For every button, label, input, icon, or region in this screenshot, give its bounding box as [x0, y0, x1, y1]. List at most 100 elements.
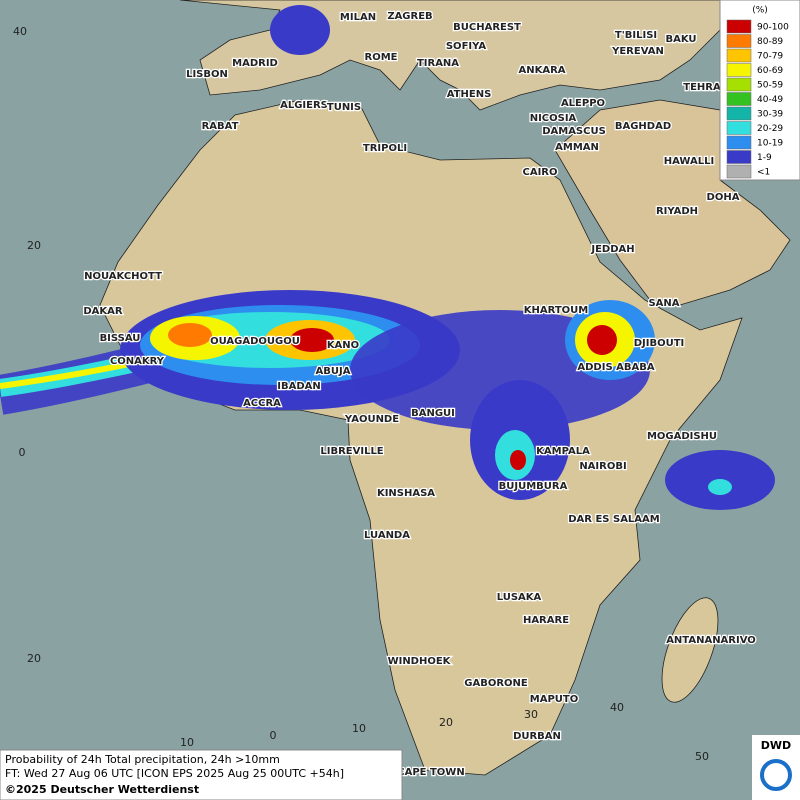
longitude-label: 40 [610, 701, 624, 714]
precip-area [168, 323, 212, 347]
legend-label: <1 [757, 168, 770, 178]
city-label: DOHA [707, 192, 740, 203]
logo-icon [760, 759, 792, 791]
legend-swatch [726, 19, 752, 34]
legend-label: 30-39 [757, 110, 783, 120]
city-label: DAMASCUS [542, 126, 606, 137]
footer-box [0, 749, 403, 800]
city-label: DJIBOUTI [634, 338, 685, 349]
city-label: BUJUMBURA [499, 481, 568, 492]
city-label: KHARTOUM [524, 305, 589, 316]
footer-line: ©2025 Deutscher Wetterdienst [5, 783, 199, 796]
legend-swatch [726, 121, 752, 135]
city-label: BAGHDAD [615, 121, 671, 132]
legend-swatch [726, 77, 752, 92]
city-label: MAPUTO [530, 694, 578, 705]
arabia [554, 99, 791, 306]
city-label: ABUJA [316, 366, 351, 377]
city-label: ACCRA [243, 398, 281, 409]
city-label: JEDDAH [590, 244, 634, 255]
city-label: BISSAU [100, 333, 141, 344]
legend-swatch [726, 48, 752, 63]
legend-swatch [726, 135, 752, 150]
legend-label: 20-29 [757, 124, 783, 134]
city-label: OUAGADOUGOU [210, 336, 300, 347]
city-label: BUCHAREST [453, 22, 521, 33]
legend-swatch [726, 63, 752, 77]
city-label: KANO [327, 340, 359, 351]
city-label: HARARE [523, 615, 569, 626]
longitude-label: 50 [695, 750, 709, 763]
city-label: BANGUI [411, 408, 455, 419]
city-label: CAPE TOWN [397, 767, 464, 778]
legend-label: 80-89 [757, 37, 783, 47]
city-label: ANTANANARIVO [666, 635, 756, 646]
legend-swatch [726, 150, 752, 164]
legend-label: 50-59 [757, 81, 783, 91]
city-label: MILAN [340, 12, 376, 23]
city-label: YEREVAN [611, 46, 664, 57]
precip-area [270, 5, 330, 55]
footer-line: Probability of 24h Total precipitation, … [5, 753, 280, 766]
city-label: ANKARA [518, 65, 565, 76]
legend-swatch [726, 92, 752, 106]
city-label: HAWALLI [664, 156, 714, 167]
city-label: BAKU [665, 34, 696, 45]
city-label: ADDIS ABABA [577, 362, 654, 373]
city-label: AMMAN [555, 142, 599, 153]
city-label: T'BILISI [615, 30, 657, 41]
precip-area [290, 328, 334, 352]
city-label: LUANDA [364, 530, 410, 541]
city-label: KINSHASA [377, 488, 435, 499]
city-label: KAMPALA [536, 446, 590, 457]
city-label: RIYADH [656, 206, 698, 217]
longitude-label: 20 [439, 716, 453, 729]
legend-swatch [726, 34, 752, 48]
city-label: TRIPOLI [363, 143, 407, 154]
legend-swatch [726, 106, 752, 121]
logo-text: DWD [761, 739, 791, 752]
precip-area [510, 450, 526, 470]
footer-line: FT: Wed 27 Aug 06 UTC [ICON EPS 2025 Aug… [5, 767, 344, 780]
latitude-label: 20 [27, 652, 41, 665]
city-label: ZAGREB [387, 11, 432, 22]
longitude-label: 10 [180, 736, 194, 749]
latitude-label: 20 [27, 239, 41, 252]
city-label: RABAT [202, 121, 239, 132]
legend-label: 1-9 [757, 153, 772, 163]
city-label: LIBREVILLE [320, 446, 383, 457]
city-label: ATHENS [447, 89, 492, 100]
city-label: DAR ES SALAAM [568, 514, 660, 525]
legend-label: 40-49 [757, 95, 783, 105]
city-label: NAIROBI [579, 461, 626, 472]
legend-unit: (%) [752, 6, 768, 16]
city-label: YAOUNDE [344, 414, 399, 425]
city-label: ALGIERS [280, 100, 328, 111]
city-label: ROME [365, 52, 398, 63]
legend-label: 10-19 [757, 139, 783, 149]
precip-area [587, 325, 617, 355]
latitude-label: 40 [13, 25, 27, 38]
city-label: NICOSIA [530, 113, 577, 124]
precip-area [708, 479, 732, 495]
legend-label: 60-69 [757, 66, 783, 76]
city-label: LUSAKA [497, 592, 542, 603]
city-label: SANA [648, 298, 679, 309]
madagascar [661, 597, 719, 703]
city-label: MADRID [232, 58, 278, 69]
city-label: TIRANA [417, 58, 459, 69]
labels: MILAN ZAGREB BUCHAREST SOFIYA ROME TIRANA MADR… [13, 10, 757, 780]
city-label: TUNIS [327, 102, 361, 113]
city-label: WINDHOEK [388, 656, 452, 667]
city-label: TEHRA [683, 82, 721, 93]
longitude-label: 10 [352, 722, 366, 735]
city-label: SOFIYA [446, 41, 487, 52]
city-label: NOUAKCHOTT [84, 271, 162, 282]
city-label: GABORONE [464, 678, 528, 689]
legend-swatch [726, 164, 752, 179]
legend-label: 90-100 [757, 23, 789, 33]
legend-label: 70-79 [757, 52, 783, 62]
city-label: DAKAR [83, 306, 123, 317]
city-label: LISBON [186, 69, 228, 80]
